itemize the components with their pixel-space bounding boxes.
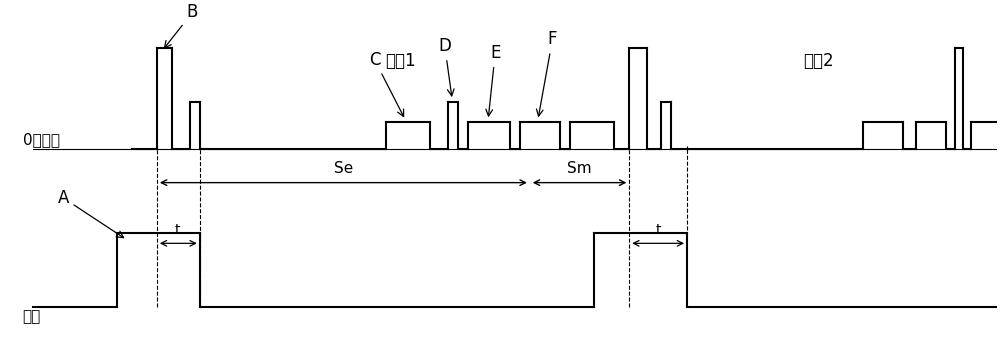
Text: D: D (438, 37, 454, 96)
Text: A: A (57, 189, 124, 238)
Text: t: t (175, 223, 181, 236)
Text: F: F (536, 30, 557, 116)
Text: C: C (369, 51, 404, 116)
Text: 周期2: 周期2 (803, 52, 834, 70)
Text: Se: Se (334, 161, 353, 176)
Text: 触发: 触发 (23, 309, 41, 324)
Text: t: t (655, 223, 661, 236)
Text: 0度方向: 0度方向 (23, 132, 60, 147)
Text: 周期1: 周期1 (385, 52, 416, 70)
Text: E: E (486, 44, 500, 116)
Text: B: B (164, 4, 198, 48)
Text: Sm: Sm (567, 161, 592, 176)
